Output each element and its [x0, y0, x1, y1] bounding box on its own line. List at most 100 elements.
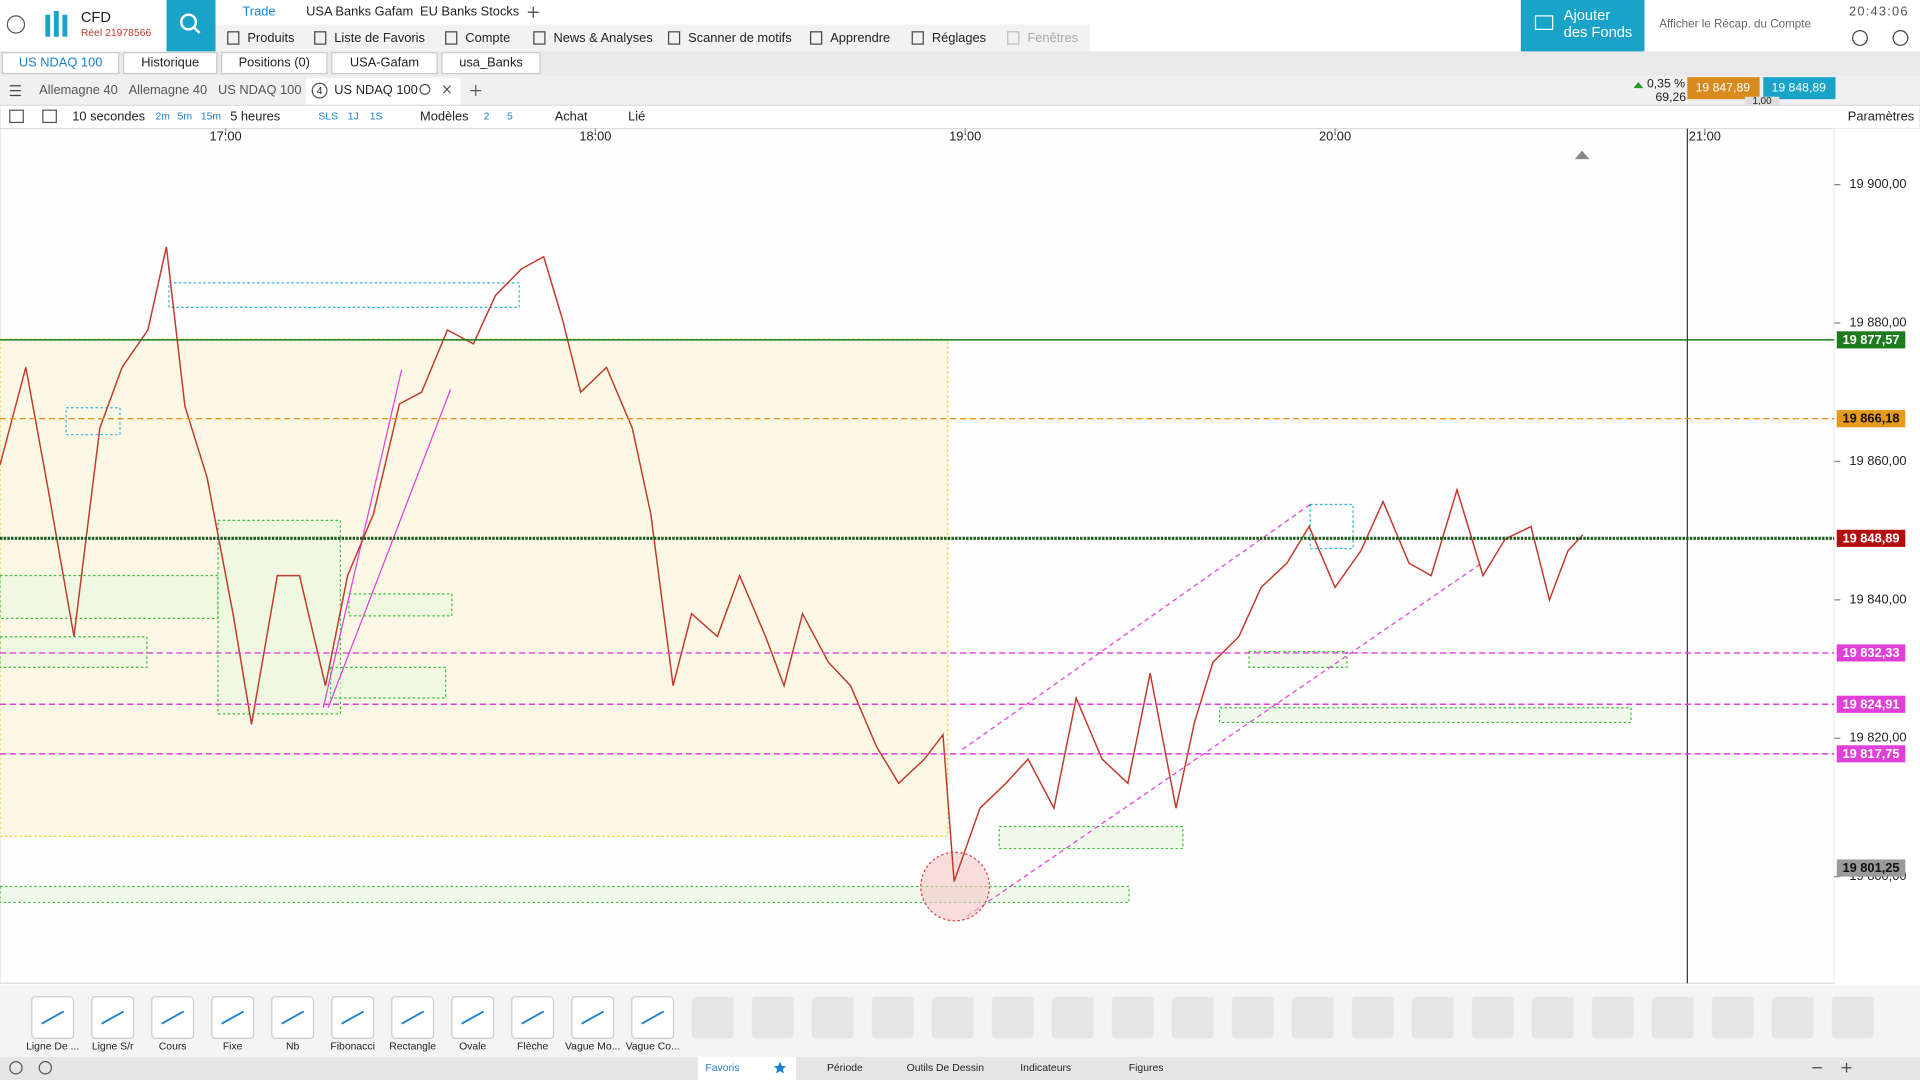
- menu-item[interactable]: Liste de Favoris: [334, 30, 425, 45]
- toolbar-item[interactable]: 2: [484, 112, 490, 123]
- tool-label: Nb: [286, 1042, 300, 1053]
- zoom-icons[interactable]: [1812, 1062, 1852, 1073]
- toolbar-item[interactable]: 15m: [201, 112, 221, 123]
- toolbar-item[interactable]: Modèles: [420, 108, 469, 123]
- draw-tool[interactable]: [1651, 996, 1694, 1039]
- menu-item[interactable]: Produits: [247, 30, 294, 45]
- tab[interactable]: [331, 52, 438, 75]
- draw-tool[interactable]: [811, 996, 854, 1039]
- draw-tool[interactable]: [1231, 996, 1274, 1039]
- tab[interactable]: [123, 52, 218, 75]
- search-icon[interactable]: [419, 83, 431, 95]
- toolbar-icon[interactable]: [9, 109, 24, 124]
- toolbar-item[interactable]: 10 secondes: [72, 108, 145, 123]
- account-summary[interactable]: Afficher le Récap. du Compte: [1659, 18, 1811, 31]
- toolbar-item[interactable]: SLS: [318, 112, 338, 123]
- logo: [45, 11, 68, 37]
- draw-tool[interactable]: [931, 996, 974, 1039]
- toolbar-item[interactable]: 5: [507, 112, 513, 123]
- block-icon[interactable]: [38, 1061, 53, 1075]
- bottom-tab[interactable]: Indicateurs: [1020, 1063, 1071, 1074]
- draw-tool[interactable]: [751, 996, 794, 1039]
- menu-bg: [215, 24, 1090, 52]
- draw-tool[interactable]: [1711, 996, 1754, 1039]
- menu-item[interactable]: Apprendre: [830, 30, 890, 45]
- menu-item[interactable]: News & Analyses: [553, 30, 652, 45]
- bottom-tab[interactable]: Figures: [1129, 1063, 1164, 1074]
- draw-tool[interactable]: [871, 996, 914, 1039]
- close-icon[interactable]: [442, 85, 452, 94]
- draw-tool[interactable]: [1111, 996, 1154, 1039]
- star-icon[interactable]: [773, 1061, 787, 1074]
- toolbar-item[interactable]: Achat: [555, 108, 588, 123]
- toolbar-item[interactable]: 1J: [348, 112, 359, 123]
- level-badge: [1836, 529, 1906, 547]
- bid-box[interactable]: [1687, 77, 1760, 100]
- info-icon[interactable]: [1852, 30, 1868, 46]
- add-chart[interactable]: [470, 85, 482, 97]
- tool-label: Rectangle: [389, 1042, 436, 1053]
- draw-tool[interactable]: [1411, 996, 1454, 1039]
- tab[interactable]: [441, 52, 541, 75]
- draw-tool[interactable]: [1471, 996, 1514, 1039]
- draw-tool[interactable]: [691, 996, 734, 1039]
- draw-tool[interactable]: [1591, 996, 1634, 1039]
- tab-label: USA-Gafam: [350, 54, 419, 69]
- toolbar-icon[interactable]: [42, 109, 57, 124]
- tool-label: Fibonacci: [330, 1042, 374, 1053]
- y-tick-label: 19 860,00: [1849, 453, 1906, 468]
- tool-icon: [521, 1010, 545, 1025]
- menu-icon: [911, 31, 924, 45]
- add-tab[interactable]: [527, 6, 539, 18]
- toolbar-item[interactable]: Lié: [628, 108, 645, 123]
- active-chart-tab[interactable]: [306, 78, 461, 106]
- tool-label: Flèche: [517, 1042, 548, 1053]
- bottom-tab[interactable]: Période: [827, 1063, 863, 1074]
- tab[interactable]: [1, 52, 120, 75]
- top-tab[interactable]: EU Banks Stocks: [420, 4, 519, 19]
- menu-item[interactable]: Compte: [465, 30, 510, 45]
- menu-icon: [667, 31, 681, 45]
- draw-tool[interactable]: [1051, 996, 1094, 1039]
- ask-box[interactable]: [1763, 77, 1836, 100]
- menu-item[interactable]: Fenêtres: [1027, 30, 1078, 45]
- toolbar-item[interactable]: Paramètres: [1848, 108, 1914, 123]
- tab[interactable]: [221, 52, 328, 75]
- draw-tool[interactable]: [1831, 996, 1874, 1039]
- menu-item[interactable]: Réglages: [932, 30, 986, 45]
- menu-icon[interactable]: [9, 85, 21, 97]
- user-icon[interactable]: [6, 15, 26, 34]
- bottom-tab[interactable]: Favoris: [705, 1063, 739, 1074]
- chart-tab[interactable]: US NDAQ 100: [218, 82, 302, 97]
- draw-tool[interactable]: [991, 996, 1034, 1039]
- menu-item[interactable]: Scanner de motifs: [688, 30, 792, 45]
- level-label: 19 801,25: [1842, 860, 1899, 875]
- draw-tool[interactable]: [1291, 996, 1334, 1039]
- tab-label: Historique: [141, 54, 199, 69]
- toolbar-item[interactable]: 5 heures: [230, 108, 280, 123]
- power-icon[interactable]: [1892, 30, 1909, 46]
- bottom-tab[interactable]: Outils De Dessin: [907, 1063, 985, 1074]
- top-tab[interactable]: USA Banks Gafam: [306, 4, 413, 19]
- tool-label: Vague Mo...: [565, 1042, 620, 1053]
- toolbar-item[interactable]: 2m: [156, 112, 170, 123]
- add-funds-button[interactable]: [1520, 0, 1645, 52]
- account-type: CFD: [81, 10, 111, 26]
- draw-tool[interactable]: [1771, 996, 1814, 1039]
- wallet-icon: [1534, 15, 1554, 30]
- chart-tab[interactable]: Allemagne 40: [129, 82, 208, 97]
- toolbar-item[interactable]: 5m: [178, 112, 192, 123]
- level-label: 19 877,57: [1842, 332, 1899, 347]
- active-bottom-tab[interactable]: [697, 1056, 796, 1080]
- toolbar-item[interactable]: 1S: [370, 112, 383, 123]
- active-tab-label: US NDAQ 100: [334, 82, 418, 97]
- draw-tool[interactable]: [1171, 996, 1214, 1039]
- top-tab[interactable]: Trade: [242, 4, 275, 19]
- chart-tab[interactable]: Allemagne 40: [39, 82, 118, 97]
- draw-tool[interactable]: [1531, 996, 1574, 1039]
- add-funds-label: des Fonds: [1564, 25, 1633, 41]
- draw-tool[interactable]: [1351, 996, 1394, 1039]
- refresh-icon[interactable]: [9, 1061, 23, 1075]
- search-button[interactable]: [166, 0, 216, 52]
- level-badge: [1836, 410, 1906, 428]
